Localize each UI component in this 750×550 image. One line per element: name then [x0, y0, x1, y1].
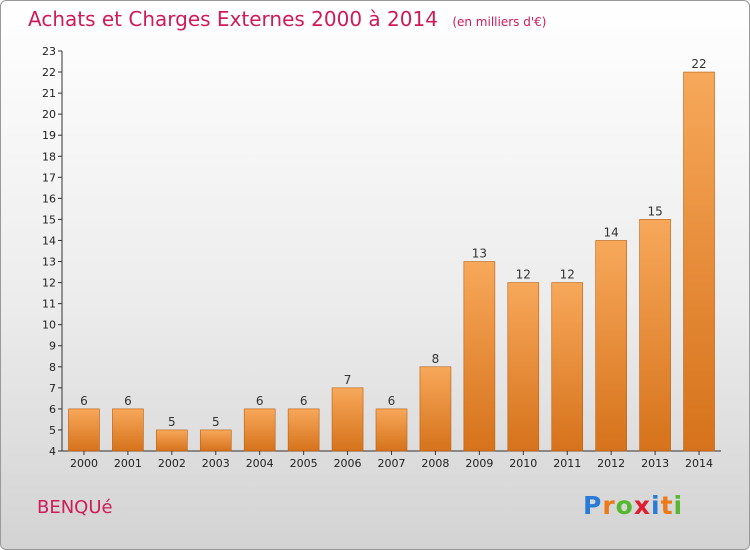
logo-letter: P	[583, 491, 603, 520]
bar	[375, 408, 408, 452]
bar	[551, 282, 584, 452]
y-tick-label: 9	[49, 340, 56, 353]
bar	[683, 71, 715, 452]
y-tick-label: 19	[42, 129, 56, 142]
chart-unit-text: (en milliers d'€)	[452, 15, 547, 29]
bar-value-label: 22	[691, 57, 706, 71]
logo-letter: t	[660, 491, 674, 520]
bar-value-label: 6	[300, 394, 308, 408]
y-tick-label: 15	[42, 213, 56, 226]
bar-value-label: 8	[432, 352, 440, 366]
x-tick-label: 2012	[597, 457, 625, 470]
bar	[156, 429, 188, 452]
x-tick-label: 2011	[553, 457, 581, 470]
y-tick-label: 14	[42, 234, 56, 247]
x-tick-label: 2007	[378, 457, 406, 470]
bar	[243, 408, 276, 452]
y-tick-label: 13	[42, 256, 56, 269]
bar	[507, 282, 540, 452]
chart-title: Achats et Charges Externes 2000 à 2014 (…	[28, 7, 546, 31]
bar-value-label: 6	[124, 394, 132, 408]
bar	[68, 408, 100, 452]
bar-value-label: 12	[516, 268, 531, 282]
bar-value-label: 14	[604, 225, 619, 239]
bar-value-label: 6	[80, 394, 88, 408]
x-tick-label: 2010	[509, 457, 537, 470]
x-tick-label: 2003	[202, 457, 230, 470]
logo-letter: x	[633, 491, 651, 520]
bar-value-label: 5	[168, 415, 176, 429]
y-tick-label: 4	[49, 445, 56, 458]
x-tick-label: 2005	[290, 457, 318, 470]
y-tick-label: 11	[42, 298, 56, 311]
x-tick-label: 2014	[685, 457, 713, 470]
logo-letter: i	[651, 491, 661, 520]
y-tick-label: 12	[42, 277, 56, 290]
bar	[199, 429, 232, 452]
bar	[112, 408, 144, 452]
logo-letter: r	[602, 491, 616, 520]
y-tick-label: 5	[49, 424, 56, 437]
logo-letter: i	[673, 491, 684, 520]
bar	[639, 219, 671, 452]
x-tick-label: 2000	[70, 457, 98, 470]
bar	[463, 261, 496, 452]
bar	[331, 387, 364, 452]
y-tick-label: 17	[42, 171, 56, 184]
bar-value-label: 6	[388, 394, 396, 408]
y-tick-label: 18	[42, 150, 56, 163]
y-tick-label: 7	[49, 382, 56, 395]
x-tick-label: 2008	[421, 457, 449, 470]
x-tick-label: 2001	[114, 457, 142, 470]
y-tick-label: 20	[42, 108, 56, 121]
x-tick-label: 2009	[465, 457, 493, 470]
commune-name: BENQUé	[37, 497, 113, 518]
chart-title-text: Achats et Charges Externes 2000 à 2014	[28, 7, 438, 31]
bar	[287, 408, 320, 452]
y-tick-label: 10	[42, 319, 56, 332]
bar-value-label: 6	[256, 394, 264, 408]
proxiti-logo: Proxiti	[583, 491, 683, 520]
y-tick-label: 21	[42, 87, 56, 100]
x-tick-label: 2013	[641, 457, 669, 470]
y-tick-label: 8	[49, 361, 56, 374]
x-tick-label: 2002	[158, 457, 186, 470]
y-tick-label: 6	[49, 403, 56, 416]
x-tick-label: 2006	[334, 457, 362, 470]
y-tick-label: 22	[42, 66, 56, 79]
bar-value-label: 13	[472, 247, 487, 261]
y-tick-label: 23	[42, 45, 56, 58]
bar-value-label: 5	[212, 415, 220, 429]
logo-letter: o	[615, 491, 634, 520]
y-tick-label: 16	[42, 192, 56, 205]
bar-value-label: 12	[560, 268, 575, 282]
bar	[419, 366, 452, 452]
bar-value-label: 7	[344, 373, 352, 387]
x-tick-label: 2004	[246, 457, 274, 470]
bar	[595, 240, 627, 452]
bar-value-label: 15	[647, 204, 662, 218]
